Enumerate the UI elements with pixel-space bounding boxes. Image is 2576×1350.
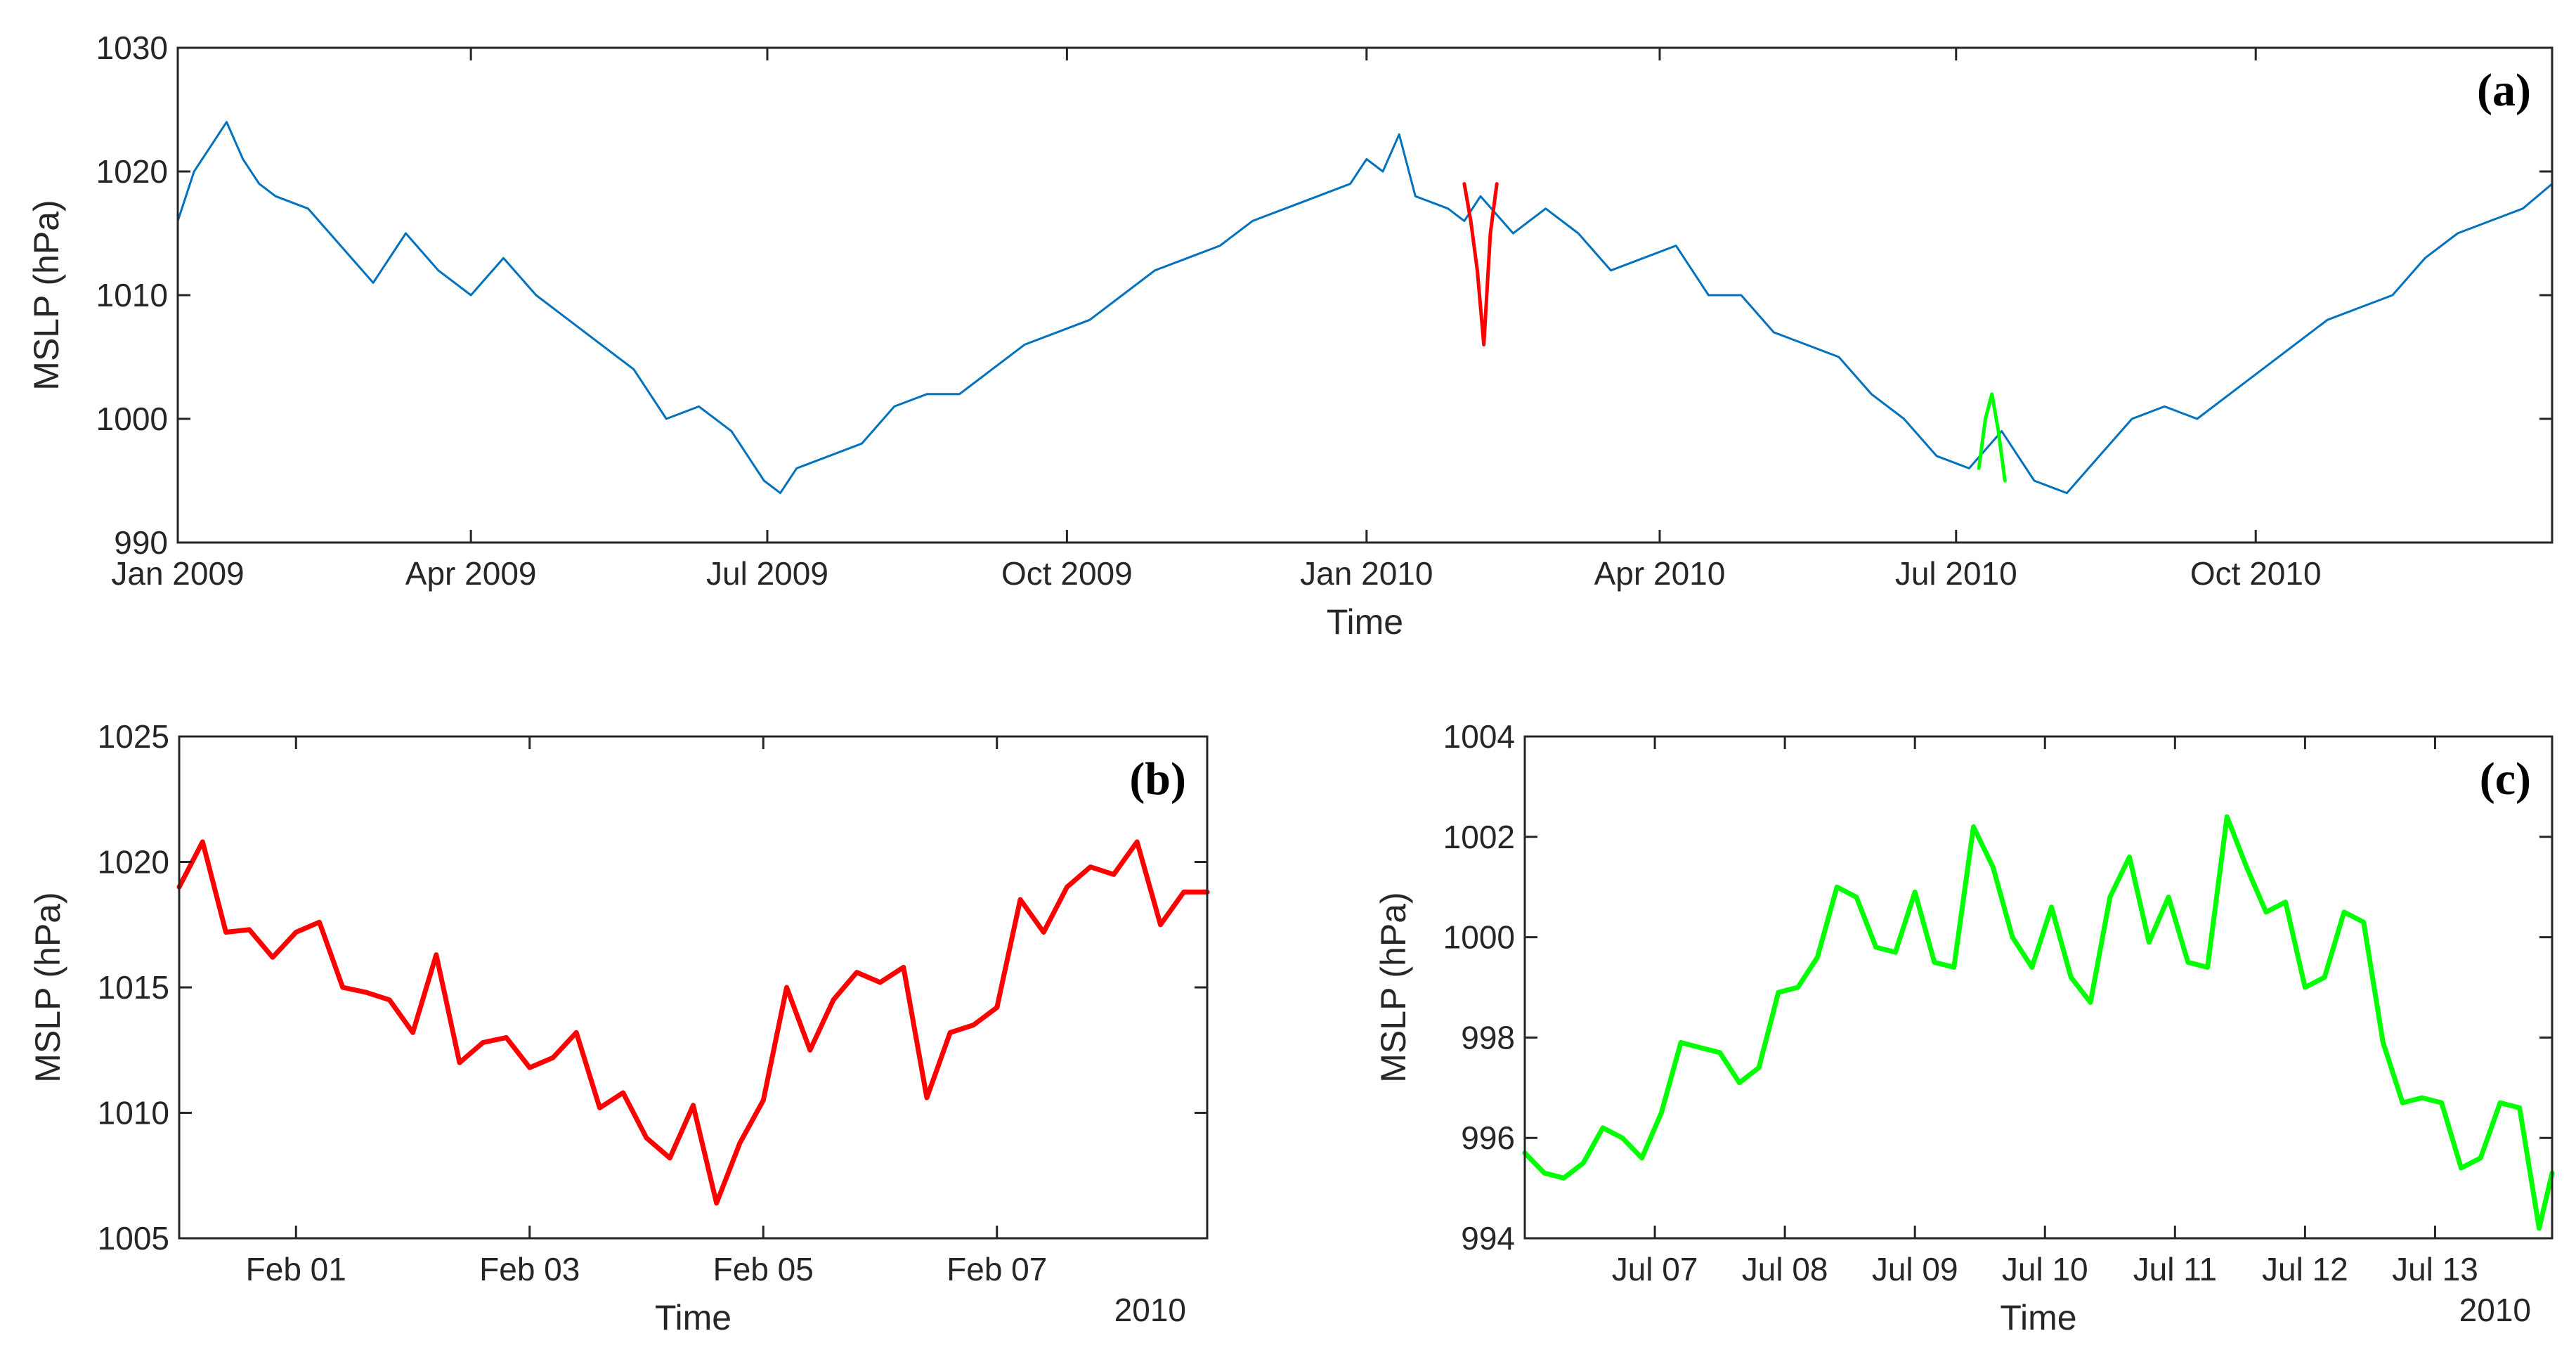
x-axis-title-a: Time <box>1327 602 1403 642</box>
series-line-a-0 <box>176 121 2554 495</box>
x-tick-label-a-1: Apr 2009 <box>405 555 537 592</box>
panel-label-a: (a) <box>2477 65 2531 116</box>
panel-label-c: (c) <box>2480 753 2531 805</box>
x-tick-label-b-3: Feb 07 <box>947 1251 1047 1287</box>
x-tick-label-a-2: Jul 2009 <box>706 555 828 592</box>
x-tick-label-a-3: Oct 2009 <box>1001 555 1133 592</box>
x-tick-label-a-5: Apr 2010 <box>1594 555 1726 592</box>
y-axis-title-a: MSLP (hPa) <box>27 200 66 390</box>
plot-frame-b <box>178 735 1209 1240</box>
y-tick-label-b-0: 1005 <box>98 1220 169 1257</box>
y-tick-label-a-0: 990 <box>114 524 168 561</box>
y-tick-label-b-4: 1025 <box>98 718 169 755</box>
x-tick-label-c-0: Jul 07 <box>1612 1251 1698 1287</box>
series-line-b-0 <box>176 839 1210 1206</box>
x-tick-label-b-1: Feb 03 <box>479 1251 580 1287</box>
y-tick-label-b-2: 1015 <box>98 969 169 1006</box>
y-axis-title-b: MSLP (hPa) <box>28 892 67 1082</box>
y-tick-label-a-1: 1000 <box>96 401 168 437</box>
y-tick-label-b-3: 1020 <box>98 844 169 881</box>
series-line-a-1 <box>1462 182 1499 346</box>
chart-panel-b: 1005 1010 1015 1020 1025 Feb 01 Feb 03 Feb 05 Fe… <box>28 718 1210 1337</box>
x-tick-label-a-7: Oct 2010 <box>2190 555 2322 592</box>
plot-frame-a <box>176 46 2554 544</box>
series-line-a-2 <box>1977 392 2007 483</box>
plot-frame-c <box>1523 735 2554 1240</box>
x-tick-label-b-2: Feb 05 <box>713 1251 814 1287</box>
y-axis-title-c: MSLP (hPa) <box>1374 892 1413 1082</box>
panel-label-b: (b) <box>1129 753 1186 805</box>
y-tick-label-b-1: 1010 <box>98 1095 169 1131</box>
x-tick-label-c-1: Jul 08 <box>1742 1251 1828 1287</box>
x-tick-label-c-3: Jul 10 <box>2002 1251 2088 1287</box>
x-tick-label-a-6: Jul 2010 <box>1895 555 2017 592</box>
year-label-b: 2010 <box>1114 1292 1186 1328</box>
y-tick-label-a-4: 1030 <box>96 30 168 66</box>
y-tick-label-a-2: 1010 <box>96 277 168 313</box>
x-tick-label-a-4: Jan 2010 <box>1300 555 1433 592</box>
y-tick-label-a-3: 1020 <box>96 153 168 190</box>
chart-panel-a: 990 1000 1010 1020 1030 Jan 2009 Apr 2009 Jul 2… <box>27 30 2554 642</box>
series-line-c-0 <box>1522 814 2555 1231</box>
y-tick-label-c-1: 996 <box>1461 1119 1515 1156</box>
x-axis-title-b: Time <box>655 1298 731 1337</box>
y-tick-label-c-5: 1004 <box>1443 718 1515 755</box>
year-label-c: 2010 <box>2459 1292 2531 1328</box>
y-tick-label-c-4: 1002 <box>1443 819 1515 855</box>
chart-panel-c: 994 996 998 1000 1002 1004 Jul 07 Jul 08 Jul 09 J… <box>1374 718 2555 1337</box>
x-tick-label-b-0: Feb 01 <box>246 1251 346 1287</box>
y-tick-label-c-3: 1000 <box>1443 919 1515 956</box>
y-tick-label-c-2: 998 <box>1461 1019 1515 1056</box>
x-tick-label-c-5: Jul 12 <box>2262 1251 2348 1287</box>
x-tick-label-c-2: Jul 09 <box>1872 1251 1958 1287</box>
y-tick-label-c-0: 994 <box>1461 1220 1515 1257</box>
x-axis-title-c: Time <box>2000 1298 2076 1337</box>
x-tick-label-c-4: Jul 11 <box>2133 1251 2217 1287</box>
x-tick-label-c-6: Jul 13 <box>2392 1251 2478 1287</box>
x-tick-label-a-0: Jan 2009 <box>111 555 244 592</box>
